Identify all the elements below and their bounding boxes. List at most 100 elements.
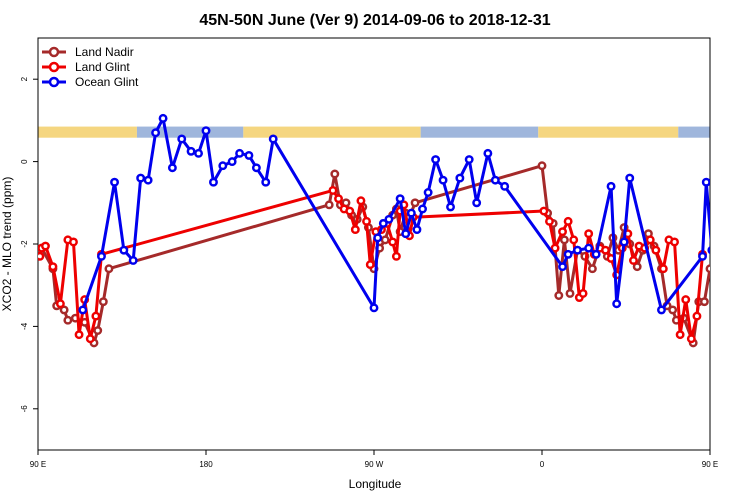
data-point	[707, 246, 710, 255]
data-point	[629, 256, 638, 265]
band-segment-ocean	[678, 126, 710, 138]
data-point	[558, 262, 567, 272]
data-point	[194, 148, 203, 158]
data-point	[587, 264, 597, 274]
data-point	[378, 218, 388, 228]
data-point	[569, 235, 579, 245]
data-point	[559, 235, 569, 245]
series-line	[81, 116, 710, 312]
legend-label: Ocean Glint	[75, 75, 139, 89]
data-point	[91, 311, 101, 321]
data-point	[235, 148, 245, 158]
data-point	[705, 264, 710, 274]
data-point	[584, 229, 594, 239]
data-point	[406, 208, 416, 218]
data-point	[373, 233, 383, 243]
y-tick-label: -2	[20, 240, 29, 248]
data-point	[446, 202, 455, 212]
data-point	[418, 204, 427, 214]
data-point	[209, 177, 218, 187]
data-point	[41, 241, 50, 251]
band-segment-ocean	[136, 126, 244, 138]
x-tick-label: 90 E	[702, 460, 718, 469]
data-point	[48, 262, 58, 272]
data-point	[701, 177, 710, 187]
data-point	[645, 235, 655, 245]
data-point	[324, 200, 334, 210]
y-axis: 2 0 -2 -4 -6	[20, 76, 38, 412]
data-point	[362, 216, 371, 226]
data-point	[69, 237, 78, 247]
data-point	[388, 237, 398, 247]
data-point	[632, 262, 642, 272]
data-point	[384, 214, 394, 224]
band-segment-land	[538, 126, 679, 138]
data-point	[455, 173, 465, 183]
data-point	[59, 305, 69, 315]
data-point	[251, 163, 261, 173]
data-point	[606, 181, 616, 191]
data-point	[573, 245, 582, 255]
data-point	[55, 299, 65, 309]
x-axis: 90 E 180 90 W 0 90 E	[30, 450, 718, 469]
data-point	[261, 177, 271, 187]
y-tick-label: -4	[20, 322, 29, 330]
x-axis-label: Longitude	[349, 477, 402, 491]
data-point	[410, 198, 420, 208]
data-point	[539, 206, 549, 216]
data-point	[545, 216, 554, 226]
data-point	[714, 257, 720, 263]
legend-label: Land Nadir	[75, 45, 134, 59]
data-point	[563, 216, 573, 226]
legend-swatch-marker	[48, 46, 60, 58]
data-point	[698, 251, 707, 261]
legend-swatch-marker	[48, 76, 60, 88]
data-point	[591, 249, 601, 259]
data-point	[201, 126, 211, 136]
data-point	[735, 115, 741, 121]
data-point	[612, 299, 622, 309]
data-point	[718, 175, 724, 181]
band-segment-ocean	[420, 126, 539, 138]
data-point	[78, 305, 88, 315]
data-point	[554, 291, 564, 300]
data-point	[74, 330, 84, 340]
data-point	[699, 297, 709, 307]
y-axis-label: XCO2 - MLO trend (ppm)	[0, 177, 14, 312]
data-point	[93, 326, 103, 335]
band-segment-land	[243, 126, 421, 138]
data-point	[369, 303, 379, 313]
data-point	[412, 225, 422, 235]
data-point	[158, 113, 168, 123]
data-point	[490, 175, 500, 185]
data-point	[350, 225, 360, 235]
data-point	[85, 334, 95, 344]
series-ocean-glint	[78, 113, 748, 315]
data-point	[686, 334, 696, 344]
data-point	[151, 128, 161, 138]
data-point	[675, 330, 685, 340]
data-point	[464, 155, 474, 164]
data-point	[558, 227, 567, 237]
data-point	[244, 150, 254, 160]
data-point	[104, 264, 114, 274]
data-point	[268, 134, 278, 144]
series-layer	[38, 113, 748, 348]
legend-label: Land Glint	[75, 60, 130, 74]
data-point	[619, 237, 629, 247]
data-point	[143, 175, 153, 185]
data-point	[472, 198, 482, 208]
data-point	[438, 175, 448, 185]
data-point	[110, 177, 119, 187]
data-point	[136, 173, 146, 183]
data-point	[38, 251, 45, 261]
legend-item: Ocean Glint	[42, 75, 139, 89]
data-point	[330, 169, 340, 179]
data-point	[657, 305, 666, 315]
x-tick-label: 90 E	[30, 460, 46, 469]
data-point	[328, 185, 338, 195]
data-point	[742, 165, 748, 171]
data-point	[356, 196, 366, 206]
data-point	[177, 134, 187, 144]
x-tick-label: 0	[540, 460, 545, 469]
